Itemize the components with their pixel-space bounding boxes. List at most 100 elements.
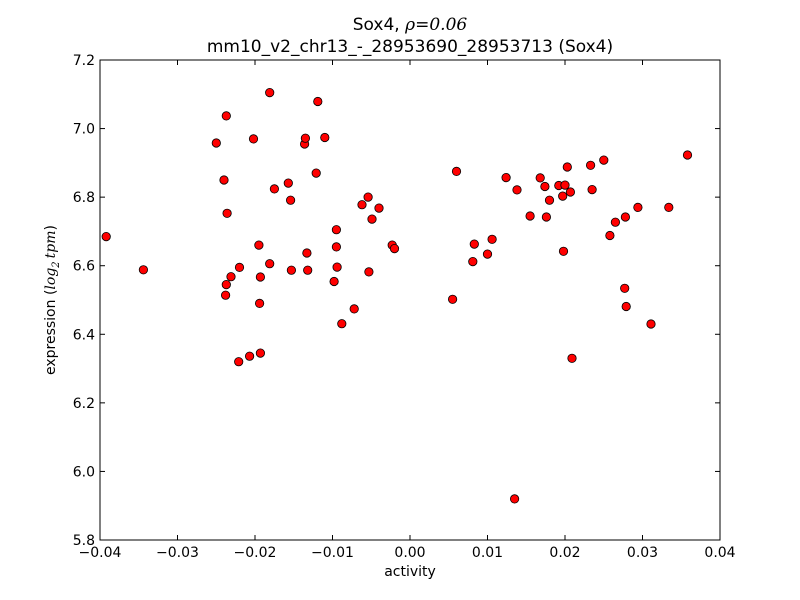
data-point-7 [221,290,231,300]
data-point-53 [535,173,545,183]
x-tick-label-4: 0.00 [394,545,425,561]
y-label-tpm: tpm [43,230,59,258]
data-point-67 [605,230,615,241]
chart-subtitle: mm10_v2_chr13_-_28953690_28953713 (Sox4) [207,37,613,57]
data-point-15 [255,348,265,358]
data-point-56 [544,195,555,205]
data-point-64 [585,160,596,170]
data-point-38 [364,267,374,277]
data-point-25 [302,248,312,258]
y-label-log: log [43,268,59,290]
x-tick-label-2: −0.02 [234,545,277,561]
data-point-54 [540,181,550,192]
y-label-prefix: expression ( [43,290,59,375]
data-point-12 [248,134,259,144]
title-rho-value: =0.06 [415,15,467,35]
data-point-20 [283,178,293,188]
data-point-51 [512,185,522,195]
data-point-59 [558,246,569,256]
data-point-69 [620,283,630,293]
title-gene: Sox4, [353,15,400,35]
data-point-44 [451,166,462,176]
y-tick-label-3: 6.4 [73,327,95,343]
data-point-5 [222,208,232,218]
data-point-47 [482,249,493,259]
y-tick-label-5: 6.8 [73,190,95,206]
data-point-8 [226,272,236,282]
data-point-48 [487,234,497,244]
points-layer [101,88,693,504]
data-point-31 [331,225,341,235]
x-tick-label-5: 0.01 [472,545,503,561]
y-tick-label-7: 7.2 [73,53,95,69]
x-tick-label-8: 0.04 [704,545,735,561]
y-tick-label-2: 6.2 [73,396,95,412]
data-point-6 [221,279,231,290]
data-point-46 [469,239,479,249]
data-point-13 [254,240,264,250]
y-tick-label-1: 6.0 [73,464,95,480]
data-point-1 [138,265,148,275]
data-point-52 [525,211,535,221]
data-point-26 [303,265,313,275]
y-tick-label-0: 5.8 [73,533,95,549]
data-point-30 [329,276,339,287]
data-point-33 [332,262,342,272]
data-point-27 [311,168,321,178]
y-tick-label-4: 6.6 [73,259,95,275]
x-tick-label-6: 0.02 [549,545,580,561]
data-point-55 [541,212,552,222]
data-point-63 [567,353,577,363]
data-point-45 [468,256,478,267]
data-point-75 [682,150,693,160]
data-point-9 [234,357,244,367]
chart-title: Sox4, ρ=0.06 [353,15,468,35]
data-point-71 [621,301,631,312]
data-point-0 [101,232,111,242]
y-label-suffix: ) [43,225,59,230]
ticks-layer: −0.04 −0.03 −0.02 −0.01 0.00 0.01 0.02 0.03 0.04… [73,53,736,561]
y-tick-label-6: 7.0 [73,122,95,138]
data-point-35 [349,304,359,314]
data-point-58 [558,191,568,201]
data-point-11 [245,351,255,361]
x-tick-label-1: −0.03 [156,545,199,561]
data-point-60 [560,180,570,190]
data-point-2 [211,138,221,148]
y-label-sub: 2 [51,261,62,268]
data-point-61 [562,162,572,172]
plot-frame [99,59,721,541]
data-point-10 [234,262,245,272]
data-point-73 [646,319,656,329]
data-point-17 [265,88,275,98]
plot-area [100,60,720,540]
data-point-4 [221,111,231,121]
data-point-72 [633,202,643,212]
data-point-50 [509,494,520,504]
data-point-37 [363,192,373,202]
data-point-66 [599,155,609,165]
data-point-3 [219,175,229,185]
x-tick-label-0: −0.04 [79,545,122,561]
data-point-70 [620,212,631,222]
data-point-32 [331,242,341,252]
x-axis-label: activity [384,564,436,580]
data-point-43 [447,294,458,304]
data-point-39 [367,214,377,224]
data-point-14 [255,298,265,308]
data-point-68 [610,217,621,227]
data-point-29 [320,132,330,143]
data-point-21 [285,195,296,205]
data-point-62 [565,187,576,197]
data-point-16 [255,272,265,282]
data-point-28 [313,96,323,107]
x-tick-label-3: −0.01 [311,545,354,561]
data-point-34 [337,319,347,329]
y-axis-label: expression (log2 tpm) [43,225,62,375]
x-tick-label-7: 0.03 [627,545,658,561]
data-point-65 [587,185,597,195]
data-point-24 [300,133,310,143]
data-point-22 [286,265,296,275]
data-point-42 [389,244,400,254]
